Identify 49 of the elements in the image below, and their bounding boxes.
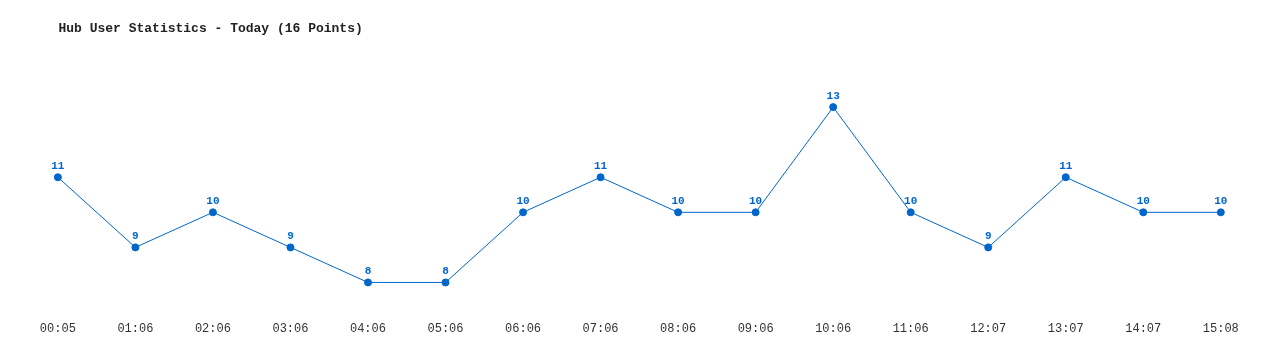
data-label: 10 [516,195,530,208]
data-label: 11 [1059,160,1073,173]
point [829,103,838,112]
x-tick-label: 10:06 [815,321,852,336]
data-label: 8 [442,265,450,278]
point [441,278,450,287]
data-label: 9 [287,230,294,243]
data-label: 10 [904,195,918,208]
point [984,243,993,252]
data-label: 10 [1214,195,1228,208]
point [519,208,528,217]
data-label: 10 [749,195,763,208]
chart-title: Hub User Statistics - Today (16 Points) [58,20,363,36]
point [363,278,372,287]
x-tick-label: 04:06 [349,321,386,336]
data-label: 11 [51,160,65,173]
x-tick-label: 15:08 [1202,321,1239,336]
x-tick-label: 12:07 [970,321,1007,336]
point [1061,173,1070,182]
point [674,208,683,217]
x-tick-label: 01:06 [117,321,154,336]
x-tick-label: 14:07 [1125,321,1162,336]
x-tick-label: 07:06 [582,321,619,336]
point [1139,208,1148,217]
x-tick-label: 06:06 [505,321,542,336]
x-tick-label: 05:06 [427,321,464,336]
point [131,243,140,252]
point [53,173,62,182]
point [751,208,760,217]
point [286,243,295,252]
x-tick-label: 11:06 [892,321,929,336]
x-tick-label: 02:06 [194,321,231,336]
data-label: 13 [826,90,841,103]
x-tick-label: 08:06 [660,321,697,336]
data-label: 11 [593,160,608,173]
point [596,173,605,182]
x-tick-label: 09:06 [737,321,774,336]
point [906,208,915,217]
x-tick-label: 00:05 [39,321,76,336]
x-tick-label: 03:06 [272,321,309,336]
data-label: 10 [671,195,685,208]
x-tick-label: 13:07 [1047,321,1084,336]
data-label: 8 [364,265,372,278]
data-label: 9 [132,230,139,243]
data-label: 9 [984,230,992,243]
point [208,208,217,217]
data-label: 10 [1136,195,1150,208]
point [1216,208,1225,217]
data-label: 10 [206,195,220,208]
